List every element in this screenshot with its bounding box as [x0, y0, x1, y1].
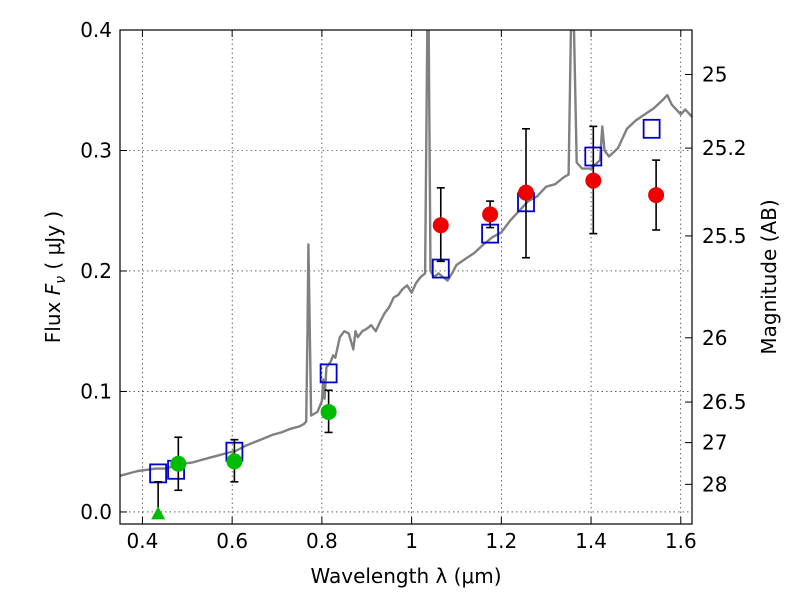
right-tick-label: 25	[702, 62, 727, 86]
plot-area	[120, 30, 692, 477]
right-tick-label: 25.2	[702, 136, 747, 160]
right-tick-label: 28	[702, 472, 727, 496]
y-axis-title-unit: ( μJy )	[41, 211, 65, 276]
y-tick-label: 0.0	[80, 500, 112, 524]
axis-ticks: 0.4 0.6 0.8 1 1.2 1.4 1.6 0.0 0.1 0.2 0.3 0.4 25 25.2…	[80, 18, 746, 553]
plot-background	[120, 30, 692, 524]
right-tick-label: 26	[702, 326, 727, 350]
x-axis-title: Wavelength λ (μm)	[310, 564, 501, 588]
nir-point	[648, 187, 665, 204]
y-axis-title-prefix: Flux	[41, 295, 65, 343]
model-square-point	[642, 118, 661, 139]
optical-point	[170, 455, 187, 472]
y-axis-title-sub: ν	[53, 276, 69, 284]
model-square-point	[319, 363, 338, 384]
x-tick-label: 1	[405, 529, 418, 553]
x-tick-label: 0.4	[127, 529, 159, 553]
upper-limit-triangle	[151, 506, 166, 520]
optical-point	[226, 453, 243, 470]
right-tick-label: 25.5	[702, 224, 747, 248]
x-tick-label: 1.6	[665, 529, 697, 553]
nir-point	[518, 184, 535, 201]
nir-point	[482, 206, 499, 223]
x-tick-label: 1.4	[575, 529, 607, 553]
spectrum-line	[120, 30, 692, 477]
optical-point	[320, 403, 337, 420]
y-tick-label: 0.2	[80, 259, 112, 283]
nir-point	[432, 217, 449, 234]
right-axis-title: Magnitude (AB)	[757, 199, 781, 354]
right-tick-label: 26.5	[702, 390, 747, 414]
y-tick-label: 0.4	[80, 18, 112, 42]
nir-point	[585, 172, 602, 189]
y-axis-title: Flux Fν ( μJy )	[41, 211, 69, 343]
x-tick-label: 1.2	[485, 529, 517, 553]
y-tick-label: 0.3	[80, 138, 112, 162]
y-tick-label: 0.1	[80, 379, 112, 403]
markers	[149, 118, 665, 520]
right-tick-label: 27	[702, 431, 727, 455]
x-tick-label: 0.6	[216, 529, 248, 553]
y-axis-title-var: F	[41, 283, 65, 295]
plot-frame	[119, 29, 693, 525]
x-tick-label: 0.8	[306, 529, 338, 553]
